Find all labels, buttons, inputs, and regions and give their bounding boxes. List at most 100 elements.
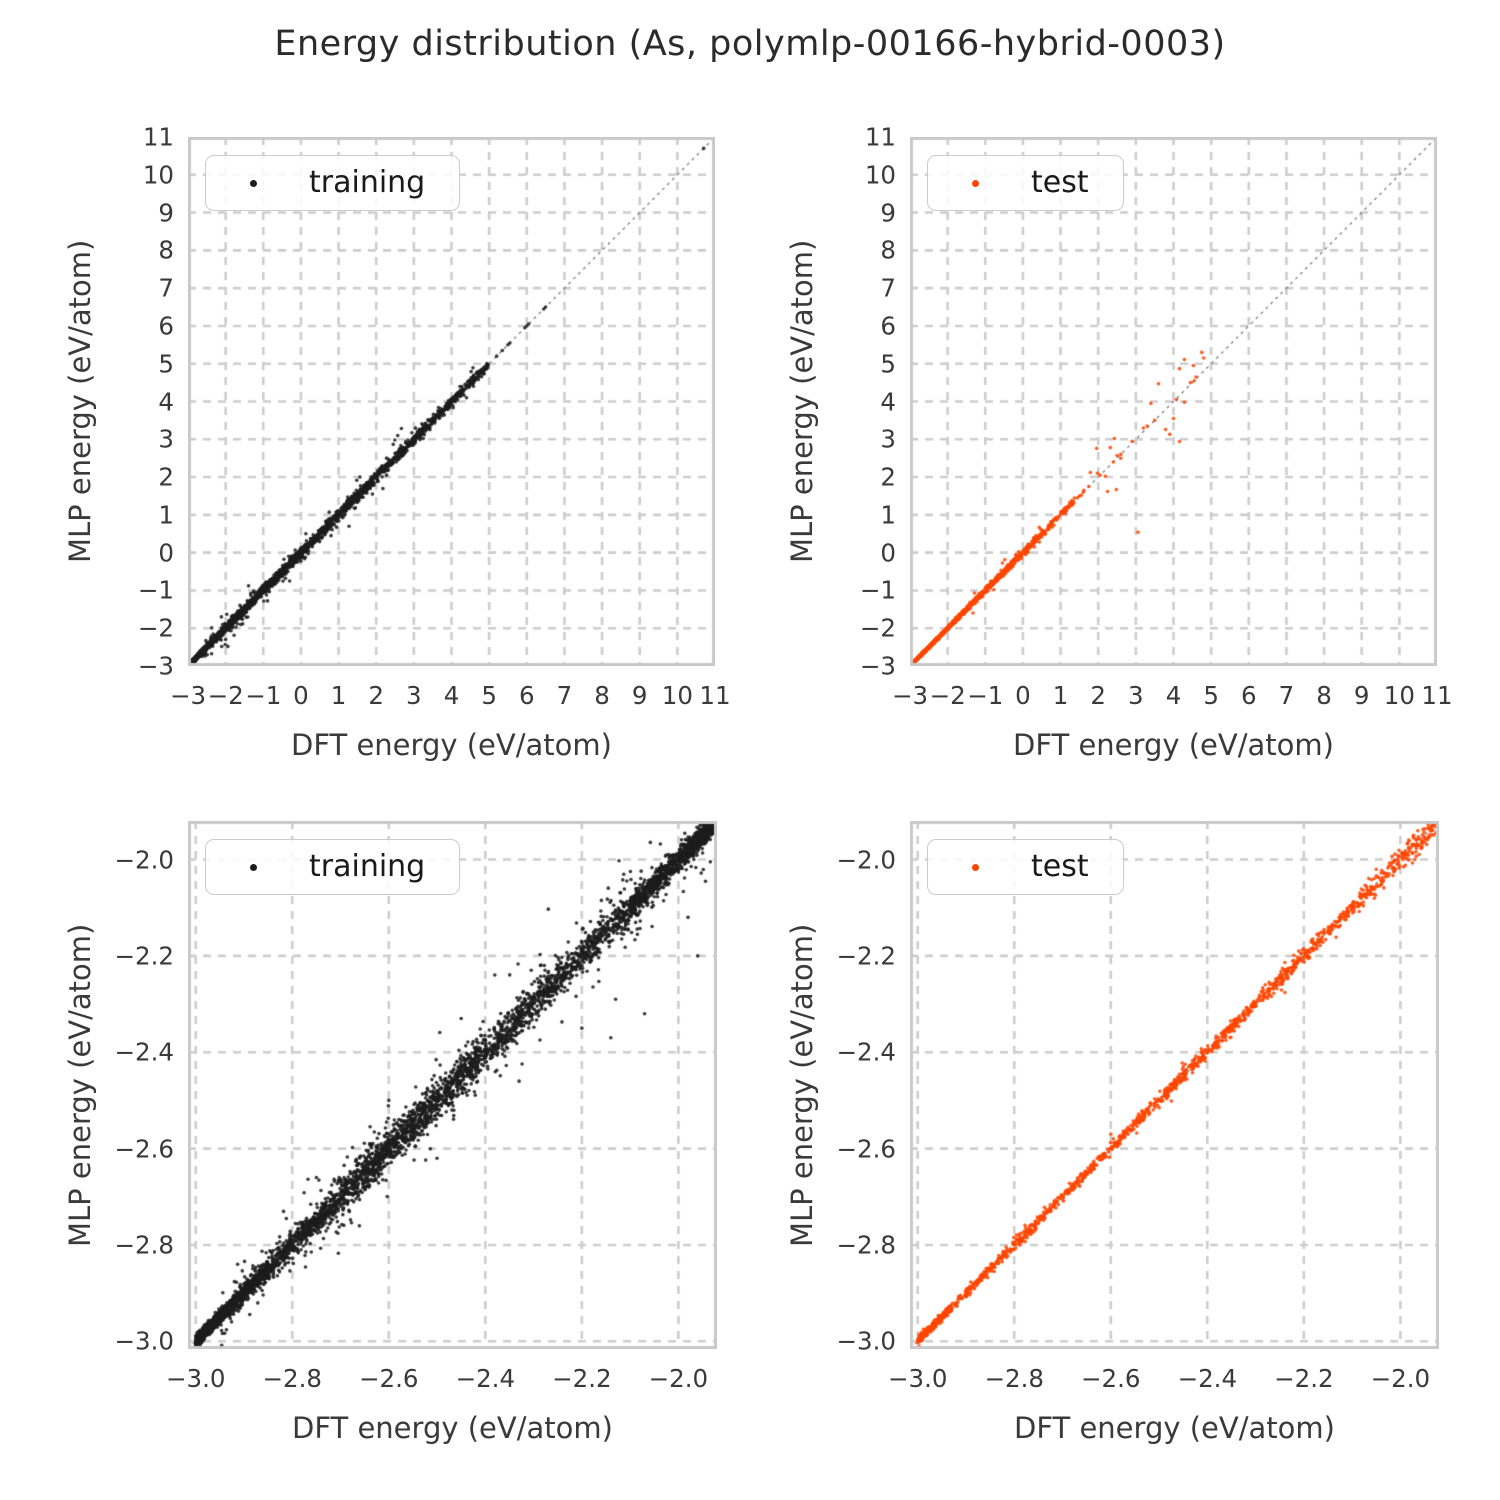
- legend-label: training: [309, 849, 426, 884]
- x-tick-label: 10: [661, 681, 693, 710]
- y-tick-label: −2.0: [836, 845, 897, 875]
- x-tick-label: 2: [368, 681, 384, 710]
- y-tick-label: 2: [880, 462, 896, 492]
- y-tick-label: −2.8: [836, 1230, 897, 1260]
- training-marker-icon: [250, 179, 257, 187]
- x-tick-label: 0: [293, 681, 309, 710]
- y-tick-label: 11: [142, 122, 174, 152]
- y-tick-label: −2.2: [836, 941, 897, 971]
- y-tick-label: −2: [859, 613, 896, 643]
- y-tick-label: 6: [880, 311, 896, 341]
- subplot-training-full-range: training DFT energy (eV/atom) MLP energy…: [63, 123, 731, 763]
- y-tick-label: 1: [880, 500, 896, 530]
- x-tick-label: 10: [1383, 681, 1415, 710]
- subplot-training-zoom: training DFT energy (eV/atom) MLP energy…: [63, 821, 717, 1445]
- x-tick-label: 11: [699, 681, 731, 710]
- x-axis-label: DFT energy (eV/atom): [1013, 728, 1334, 762]
- y-tick-label: −2.4: [836, 1037, 897, 1067]
- training-zoom-plot-area: [188, 821, 717, 1349]
- x-axis-label: DFT energy (eV/atom): [291, 728, 612, 762]
- x-tick-label: −2.8: [984, 1364, 1045, 1393]
- y-tick-label: 4: [158, 387, 174, 416]
- subplot-test-zoom: test DFT energy (eV/atom) MLP energy (eV…: [785, 821, 1439, 1445]
- x-tick-label: −3: [891, 681, 929, 710]
- y-tick-label: 7: [158, 273, 174, 303]
- x-tick-label: 0: [1015, 681, 1031, 710]
- legend-label: training: [309, 165, 426, 200]
- x-tick-label: 8: [594, 681, 610, 710]
- y-tick-label: −2.4: [114, 1037, 175, 1067]
- x-tick-label: −2.0: [1370, 1364, 1431, 1393]
- x-tick-label: −3: [169, 681, 207, 710]
- y-tick-label: 9: [158, 198, 174, 228]
- x-tick-label: 7: [556, 681, 573, 710]
- training-full-range-plot-area: [188, 137, 715, 666]
- y-tick-label: −3.0: [836, 1326, 897, 1356]
- y-tick-label: 5: [158, 349, 174, 379]
- y-axis-label: MLP energy (eV/atom): [63, 239, 97, 564]
- x-tick-label: −2: [929, 681, 966, 710]
- x-tick-label: 1: [1052, 681, 1069, 710]
- y-tick-label: −3: [137, 651, 174, 681]
- x-tick-label: 9: [1353, 681, 1370, 710]
- y-tick-label: 9: [880, 198, 896, 228]
- y-tick-label: −1: [859, 575, 896, 605]
- legend: test: [927, 155, 1124, 211]
- y-tick-label: 0: [880, 538, 896, 568]
- legend: training: [205, 839, 461, 895]
- x-tick-label: −3.0: [165, 1364, 226, 1393]
- test-zoom-plot-area: [910, 821, 1439, 1349]
- x-tick-label: 1: [330, 681, 347, 710]
- x-tick-label: 4: [1165, 681, 1182, 710]
- x-tick-label: 5: [481, 681, 497, 710]
- x-tick-label: 7: [1278, 681, 1295, 710]
- x-tick-label: 3: [406, 681, 422, 710]
- legend-label: test: [1031, 849, 1089, 884]
- y-tick-label: 10: [142, 160, 174, 190]
- y-tick-label: 8: [158, 235, 174, 265]
- y-axis-label: MLP energy (eV/atom): [785, 239, 819, 564]
- y-tick-label: 10: [864, 160, 896, 190]
- y-tick-label: −2.8: [114, 1230, 175, 1260]
- x-tick-label: −1: [967, 681, 1004, 710]
- test-full-range-plot-area: [910, 137, 1437, 666]
- x-tick-label: −2.0: [648, 1364, 709, 1393]
- x-tick-label: −2.6: [1081, 1364, 1141, 1393]
- y-tick-label: 1: [158, 500, 174, 530]
- x-tick-label: −2.2: [552, 1364, 612, 1393]
- x-tick-label: 9: [631, 681, 648, 710]
- x-tick-label: 11: [1421, 681, 1453, 710]
- y-axis-label: MLP energy (eV/atom): [785, 923, 819, 1247]
- y-tick-label: 5: [880, 349, 896, 379]
- x-tick-label: −2: [207, 681, 244, 710]
- y-tick-label: −3.0: [114, 1326, 175, 1356]
- y-tick-label: −1: [137, 575, 174, 605]
- x-tick-label: 5: [1203, 681, 1219, 710]
- x-tick-label: 6: [518, 681, 535, 710]
- y-tick-label: 3: [158, 424, 174, 454]
- subplot-test-full-range: test DFT energy (eV/atom) MLP energy (eV…: [785, 123, 1453, 763]
- x-tick-label: 3: [1128, 681, 1144, 710]
- y-tick-label: 4: [880, 387, 896, 416]
- x-tick-label: 4: [443, 681, 460, 710]
- legend-label: test: [1031, 165, 1089, 200]
- x-tick-label: −2.2: [1274, 1364, 1334, 1393]
- y-tick-label: 6: [158, 311, 174, 341]
- y-tick-label: −3: [859, 651, 896, 681]
- test-marker-icon: [972, 863, 979, 871]
- legend: training: [205, 155, 461, 211]
- x-tick-label: 2: [1090, 681, 1106, 710]
- y-tick-label: −2: [137, 613, 174, 643]
- y-tick-label: 0: [158, 538, 174, 568]
- x-tick-label: −3.0: [887, 1364, 948, 1393]
- y-tick-label: −2.6: [114, 1134, 175, 1164]
- y-tick-label: 2: [158, 462, 174, 492]
- x-tick-label: −2.4: [1177, 1364, 1238, 1393]
- x-tick-label: −2.4: [455, 1364, 516, 1393]
- y-tick-label: −2.6: [836, 1134, 897, 1164]
- training-marker-icon: [250, 863, 257, 871]
- y-tick-label: 11: [864, 122, 896, 152]
- x-tick-label: 6: [1240, 681, 1257, 710]
- test-marker-icon: [972, 179, 979, 187]
- x-tick-label: −2.6: [359, 1364, 419, 1393]
